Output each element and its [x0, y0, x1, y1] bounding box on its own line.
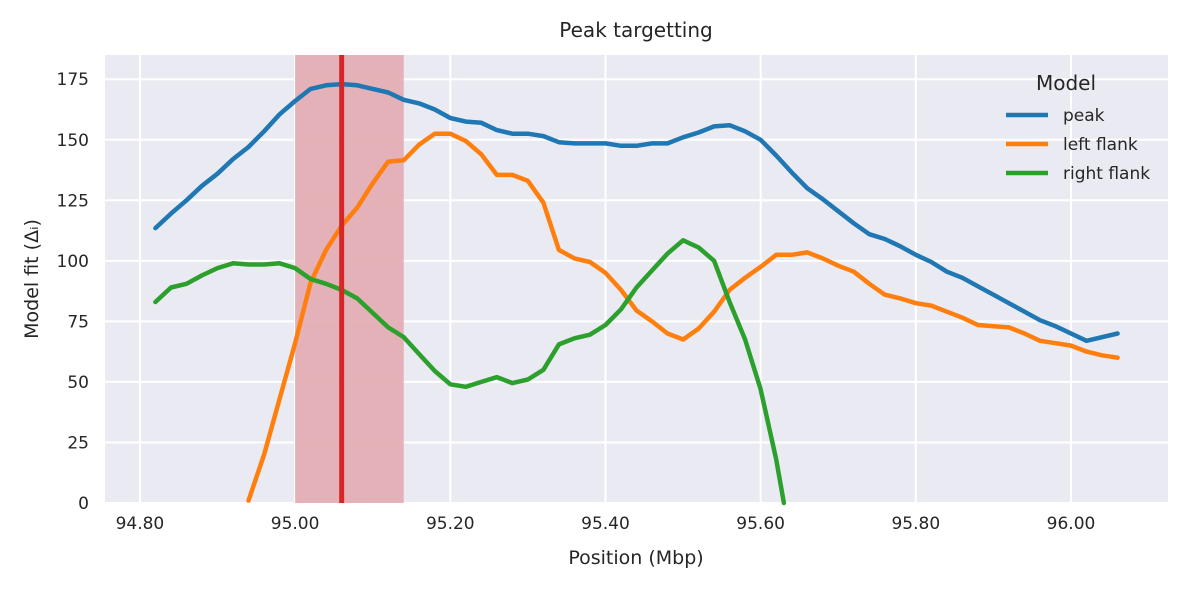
x-axis-label: Position (Mbp) [568, 547, 703, 569]
series-line-right-flank [153, 238, 787, 506]
y-tick-label: 50 [67, 373, 89, 393]
series-line-left-flank [246, 131, 1120, 503]
x-tick-label: 96.00 [1047, 514, 1096, 534]
y-axis-label: Model fit (Δᵢ) [21, 219, 43, 339]
series-layer [153, 81, 1120, 506]
legend: Model peak left flank right flank [1006, 71, 1150, 184]
y-tick-label: 150 [57, 131, 89, 151]
x-tick-label: 95.80 [891, 514, 940, 534]
y-tick-label: 25 [67, 433, 89, 453]
y-axis-ticks: 0 25 50 75 100 125 150 175 [57, 70, 89, 514]
legend-label: peak [1063, 106, 1105, 126]
series-line-peak [153, 81, 1120, 344]
legend-label: left flank [1063, 135, 1138, 155]
chart-title: Peak targetting [559, 18, 712, 42]
plot-background [105, 55, 1168, 503]
x-tick-label: 94.80 [116, 514, 165, 534]
y-tick-label: 125 [57, 191, 89, 211]
legend-items: peak left flank right flank [1006, 106, 1150, 184]
grid [105, 55, 1168, 504]
x-tick-label: 95.60 [736, 514, 785, 534]
legend-title: Model [1036, 71, 1096, 95]
y-tick-label: 100 [57, 252, 89, 272]
legend-label: right flank [1063, 164, 1150, 184]
y-tick-label: 175 [57, 70, 89, 90]
x-tick-label: 95.40 [581, 514, 630, 534]
y-tick-label: 0 [78, 494, 89, 514]
x-tick-label: 95.20 [426, 514, 475, 534]
x-axis-ticks: 94.80 95.00 95.20 95.40 95.60 95.80 96.00 [116, 514, 1096, 534]
y-tick-label: 75 [67, 312, 89, 332]
x-tick-label: 95.00 [271, 514, 320, 534]
